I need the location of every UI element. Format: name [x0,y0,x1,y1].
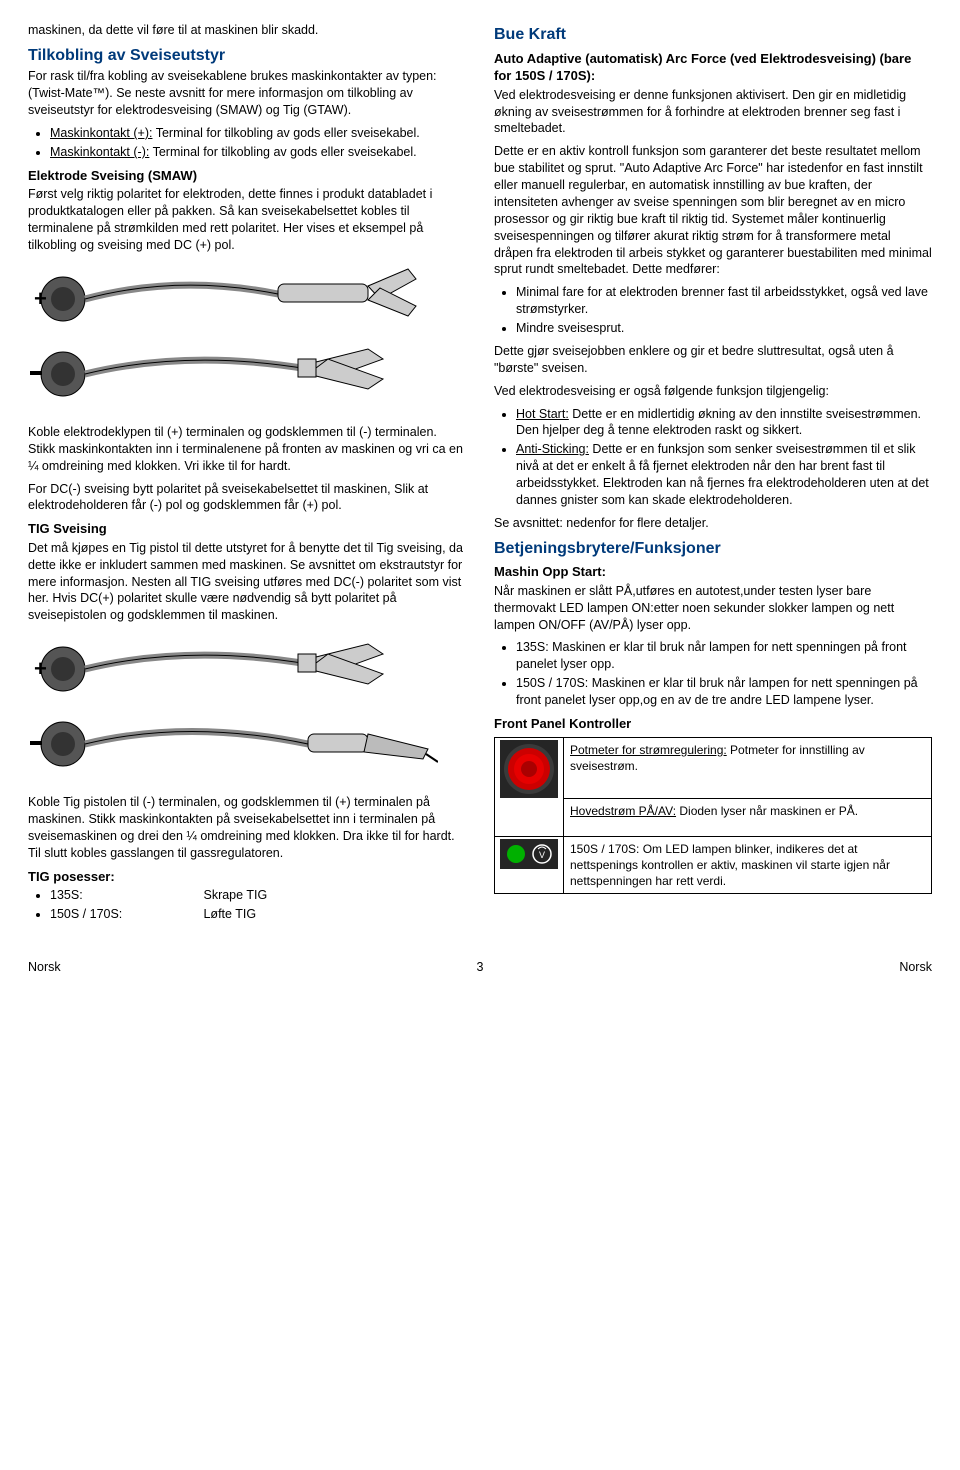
betj-sub: Mashin Opp Start: [494,563,932,581]
tig-body: Det må kjøpes en Tig pistol til dette ut… [28,540,466,624]
betj-list: 135S: Maskinen er klar til bruk når lamp… [494,639,932,709]
tilkobling-minus-label: Maskinkontakt (-): [50,145,149,159]
svg-text:+: + [34,286,47,311]
smaw-after-1: Koble elektrodeklypen til (+) terminalen… [28,424,466,475]
smaw-diagram: + [28,264,466,414]
heading-posesser: TIG posesser: [28,868,466,886]
page-columns: maskinen, da dette vil føre til at maski… [28,20,932,929]
bue-hot: Hot Start: Dette er en midlertidig øknin… [516,406,932,440]
tilkobling-list: Maskinkontakt (+): Terminal for tilkobli… [28,125,466,161]
posesser-150: 150S / 170S: Løfte TIG [50,906,466,923]
tilkobling-item-minus: Maskinkontakt (-): Terminal for tilkobli… [50,144,466,161]
posesser-135-val: Skrape TIG [203,888,267,902]
tilkobling-minus-text: Terminal for tilkobling av gods eller sv… [149,145,416,159]
bue-p3: Dette gjør sveisejobben enklere og gir e… [494,343,932,377]
potmeter-icon [500,740,558,830]
svg-text:V: V [539,850,545,860]
bue-p2: Dette er en aktiv kontroll funksjon som … [494,143,932,278]
heading-betj: Betjeningsbrytere/Funksjoner [494,538,932,560]
led-icon-cell: V [495,836,564,894]
tilkobling-item-plus: Maskinkontakt (+): Terminal for tilkobli… [50,125,466,142]
svg-text:+: + [34,656,47,681]
posesser-150-label: 150S / 170S: [50,906,200,923]
footer-center: 3 [477,959,484,976]
betj-p1: Når maskinen er slått PÅ,utføres en auto… [494,583,932,634]
bue-list1: Minimal fare for at elektroden brenner f… [494,284,932,337]
bue-b1: Minimal fare for at elektroden brenner f… [516,284,932,318]
betj-b1: 135S: Maskinen er klar til bruk når lamp… [516,639,932,673]
led-icon: V [500,839,558,869]
tilkobling-plus-text: Terminal for tilkobling av gods eller sv… [152,126,419,140]
heading-smaw: Elektrode Sveising (SMAW) [28,167,466,185]
tilkobling-plus-label: Maskinkontakt (+): [50,126,152,140]
heading-tig: TIG Sveising [28,520,466,538]
bue-sub: Auto Adaptive (automatisk) Arc Force (ve… [494,50,932,85]
bue-hot-label: Hot Start: [516,407,569,421]
left-column: maskinen, da dette vil føre til at maski… [28,20,466,929]
heading-bue: Bue Kraft [494,24,932,46]
intro-text: maskinen, da dette vil føre til at maski… [28,22,466,39]
heading-front: Front Panel Kontroller [494,715,932,733]
hoved-desc: Dioden lyser når maskinen er PÅ. [676,804,858,818]
front-row-led: V 150S / 170S: Om LED lampen blinker, in… [495,836,932,894]
bue-anti: Anti-Sticking: Dette er en funksjon som … [516,441,932,509]
page-footer: Norsk 3 Norsk [28,959,932,976]
bue-p4: Ved elektrodesveising er også følgende f… [494,383,932,400]
smaw-after-2: For DC(-) sveising bytt polaritet på sve… [28,481,466,515]
betj-b2: 150S / 170S: Maskinen er klar til bruk n… [516,675,932,709]
footer-right: Norsk [899,959,932,976]
bue-list2: Hot Start: Dette er en midlertidig øknin… [494,406,932,509]
bue-b2: Mindre sveisesprut. [516,320,932,337]
right-column: Bue Kraft Auto Adaptive (automatisk) Arc… [494,20,932,929]
tig-diagram: + [28,634,466,784]
potmeter-text: Potmeter for strømregulering: Potmeter f… [564,737,932,799]
tilkobling-body: For rask til/fra kobling av sveisekablen… [28,68,466,119]
posesser-list: 135S: Skrape TIG 150S / 170S: Løfte TIG [28,887,466,923]
bue-hot-text: Dette er en midlertidig økning av den in… [516,407,921,438]
bue-p5: Se avsnittet: nedenfor for flere detalje… [494,515,932,532]
potmeter-label: Potmeter for strømregulering: [570,743,727,757]
tig-after: Koble Tig pistolen til (-) terminalen, o… [28,794,466,862]
bue-p1: Ved elektrodesveising er denne funksjone… [494,87,932,138]
front-row-potmeter: Potmeter for strømregulering: Potmeter f… [495,737,932,799]
posesser-135-label: 135S: [50,887,200,904]
posesser-150-val: Løfte TIG [203,907,256,921]
footer-left: Norsk [28,959,61,976]
hoved-text: Hovedstrøm PÅ/AV: Dioden lyser når maski… [564,799,932,837]
heading-tilkobling: Tilkobling av Sveiseutstyr [28,45,466,67]
posesser-135: 135S: Skrape TIG [50,887,466,904]
front-table: Potmeter for strømregulering: Potmeter f… [494,737,932,895]
smaw-body: Først velg riktig polaritet for elektrod… [28,186,466,254]
hoved-label: Hovedstrøm PÅ/AV: [570,804,676,818]
bue-anti-label: Anti-Sticking: [516,442,589,456]
potmeter-icon-cell [495,737,564,836]
led-text: 150S / 170S: Om LED lampen blinker, indi… [564,836,932,894]
